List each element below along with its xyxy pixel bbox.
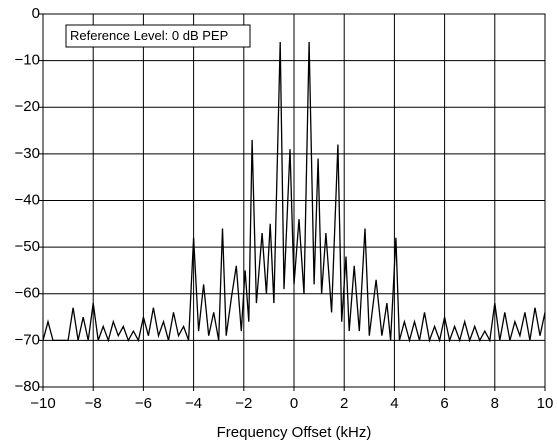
x-tick-label: −4 (185, 395, 202, 412)
x-tick-label: 2 (340, 395, 348, 412)
x-tick-label: −10 (30, 395, 55, 412)
y-tick-label: −60 (15, 285, 40, 302)
plot-frame (42, 13, 546, 388)
y-tick-label: 0 (32, 5, 40, 22)
annotation-box (65, 24, 251, 48)
x-tick-label: −2 (235, 395, 252, 412)
y-tick-label: −20 (15, 98, 40, 115)
x-tick-label: 0 (290, 395, 298, 412)
x-tick-label: 10 (537, 395, 554, 412)
x-tick-label: 8 (491, 395, 499, 412)
y-tick-label: −70 (15, 331, 40, 348)
x-axis-label: Frequency Offset (kHz) (217, 424, 372, 441)
spectrum-line (42, 41, 546, 343)
x-tick-label: 6 (440, 395, 448, 412)
y-tick-label: −50 (15, 238, 40, 255)
y-tick-label: −40 (15, 191, 40, 208)
x-tick-label: −8 (85, 395, 102, 412)
y-tick-label: −30 (15, 145, 40, 162)
y-tick-label: −80 (15, 378, 40, 395)
y-tick-label: −10 (15, 52, 40, 69)
x-tick-label: 4 (390, 395, 398, 412)
annotation: Reference Level: 0 dB PEP (70, 28, 228, 43)
x-tick-label: −6 (135, 395, 152, 412)
